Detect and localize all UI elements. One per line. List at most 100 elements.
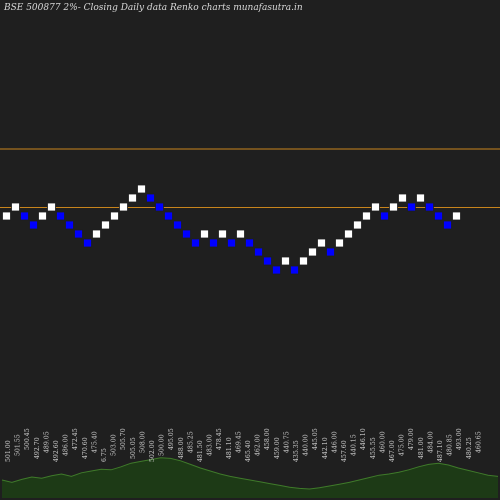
price-label: 440.15: [351, 434, 358, 456]
price-label: 493.00: [456, 428, 463, 450]
price-label: 489.05: [43, 431, 50, 453]
renko-brick-down: [425, 202, 434, 212]
renko-brick-up: [200, 229, 209, 239]
renko-brick-down: [326, 247, 335, 257]
renko-brick-up: [38, 211, 47, 221]
price-label: 446.00: [331, 431, 338, 453]
price-label: 469.45: [235, 431, 242, 453]
renko-brick-up: [281, 256, 290, 266]
renko-brick-up: [416, 193, 425, 203]
renko-brick-up: [119, 202, 128, 212]
renko-brick-down: [380, 211, 389, 221]
renko-brick-down: [74, 229, 83, 239]
price-label: 460.65: [475, 431, 482, 453]
price-label: 472.45: [72, 428, 79, 450]
price-label: 442.10: [322, 437, 329, 459]
renko-brick-up: [236, 229, 245, 239]
renko-brick-up: [92, 229, 101, 239]
renko-brick-up: [218, 229, 227, 239]
renko-brick-up: [353, 220, 362, 230]
renko-brick-up: [137, 184, 146, 194]
price-label: 481.00: [418, 437, 425, 459]
renko-brick-down: [65, 220, 74, 230]
volume-area: [2, 457, 498, 498]
price-label: 457.60: [341, 440, 348, 462]
price-label: 446.10: [360, 428, 367, 450]
renko-brick-down: [83, 238, 92, 248]
bricks-group: [2, 184, 461, 275]
price-label: 501.55: [15, 434, 22, 456]
renko-brick-down: [155, 202, 164, 212]
price-label: 501.00: [5, 440, 12, 462]
renko-brick-down: [191, 238, 200, 248]
price-label: 475.40: [91, 431, 98, 453]
price-label: 484.00: [427, 431, 434, 453]
renko-brick-down: [272, 265, 281, 275]
chart-title: BSE 500877 2%- Closing Daily data Renko …: [4, 3, 303, 13]
reference-lines-group: [0, 148, 500, 208]
renko-brick-up: [2, 211, 11, 221]
price-label: 488.00: [178, 437, 185, 459]
renko-brick-up: [110, 211, 119, 221]
renko-brick-up: [128, 193, 137, 203]
price-label: 486.00: [63, 434, 70, 456]
renko-brick-down: [56, 211, 65, 221]
renko-brick-up: [47, 202, 56, 212]
price-label: 492.60: [53, 440, 60, 462]
price-label: 487.10: [437, 440, 444, 462]
price-label: 455.55: [370, 437, 377, 459]
renko-brick-down: [173, 220, 182, 230]
renko-brick-down: [443, 220, 452, 230]
price-label: 481.50: [197, 440, 204, 462]
renko-brick-down: [434, 211, 443, 221]
price-label: 435.35: [293, 440, 300, 462]
price-label: 470.60: [82, 437, 89, 459]
volume-area-group: [1, 457, 499, 498]
price-label: 440.75: [283, 431, 290, 453]
renko-brick-up: [344, 229, 353, 239]
renko-brick-down: [263, 256, 272, 266]
price-label: 500.45: [24, 428, 31, 450]
price-label: 478.45: [216, 428, 223, 450]
price-label: 495.05: [168, 428, 175, 450]
renko-brick-up: [335, 238, 344, 248]
renko-brick-down: [209, 238, 218, 248]
renko-brick-down: [164, 211, 173, 221]
renko-brick-up: [101, 220, 110, 230]
price-label: 465.40: [245, 440, 252, 462]
renko-brick-down: [20, 211, 29, 221]
renko-brick-down: [29, 220, 38, 230]
price-labels-group: 501.00 501.55 500.45 492.70 489.05 492.60 486.…: [5, 428, 482, 462]
price-label: 508.00: [139, 431, 146, 453]
price-label: 505.05: [130, 437, 137, 459]
renko-brick-down: [146, 193, 155, 203]
renko-brick-down: [407, 202, 416, 212]
price-label: 492.70: [34, 437, 41, 459]
renko-brick-down: [245, 238, 254, 248]
volume-line: [1, 457, 499, 490]
price-label: 480.25: [466, 437, 473, 459]
price-label: 460.00: [379, 431, 386, 453]
price-label: 505.70: [120, 428, 127, 450]
renko-brick-down: [290, 265, 299, 275]
renko-brick-up: [11, 202, 20, 212]
price-label: 467.00: [389, 440, 396, 462]
price-label: 483.00: [207, 434, 214, 456]
price-label: 459.00: [274, 437, 281, 459]
renko-brick-up: [398, 193, 407, 203]
renko-brick-up: [299, 256, 308, 266]
price-label: 503.00: [111, 434, 118, 456]
renko-brick-up: [452, 211, 461, 221]
price-label: 500.00: [159, 434, 166, 456]
renko-brick-up: [317, 238, 326, 248]
price-label: 479.00: [408, 428, 415, 450]
renko-brick-down: [182, 229, 191, 239]
price-label: 480.85: [447, 434, 454, 456]
renko-brick-down: [254, 247, 263, 257]
price-label: 502.00: [149, 440, 156, 462]
renko-brick-up: [308, 247, 317, 257]
price-label: 440.00: [303, 434, 310, 456]
renko-brick-up: [389, 202, 398, 212]
